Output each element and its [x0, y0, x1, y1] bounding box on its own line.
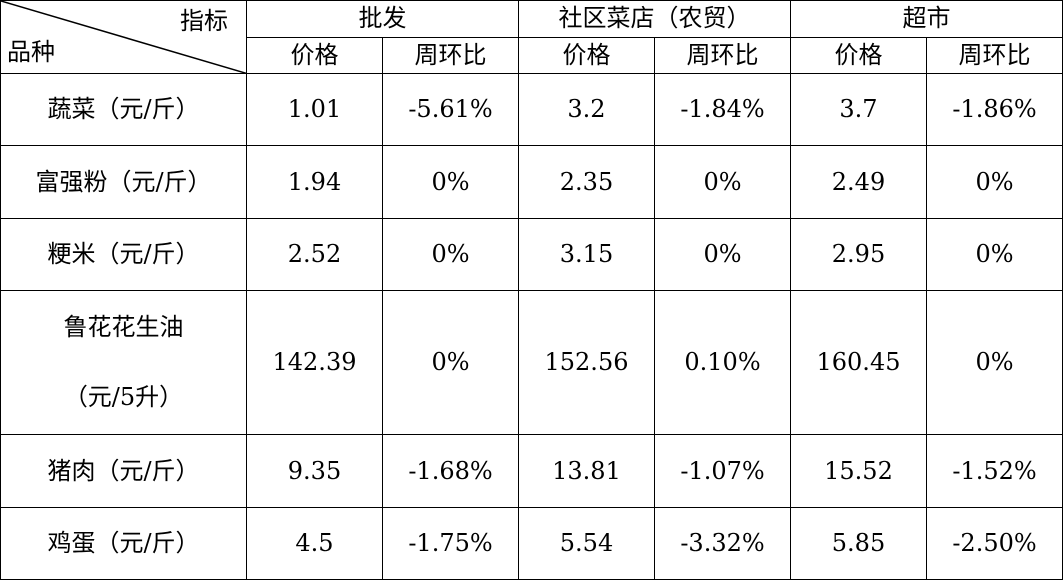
- table-cell: 160.45: [790, 289, 927, 436]
- table-row: 富强粉（元/斤） 1.94 0% 2.35 0% 2.49 0%: [0, 145, 1063, 219]
- table-row: 鲁花花生油 （元/5升） 142.39 0% 152.56 0.10% 160.…: [0, 289, 1063, 436]
- table-row: 鸡蛋（元/斤） 4.5 -1.75% 5.54 -3.32% 5.85 -2.5…: [0, 506, 1063, 581]
- group-header-community-store: 社区菜店（农贸）: [518, 0, 791, 38]
- header-row-subcolumns: 价格 周环比 价格 周环比 价格 周环比: [1, 36, 1063, 75]
- table-cell: 0%: [926, 145, 1063, 219]
- table-cell: 0%: [382, 145, 519, 219]
- table-cell: -1.84%: [654, 73, 791, 147]
- subheader-wow: 周环比: [654, 36, 791, 75]
- table-cell: 9.35: [246, 434, 383, 508]
- subheader-price: 价格: [246, 36, 383, 75]
- table-cell: -5.61%: [382, 73, 519, 147]
- table-cell: -1.52%: [926, 434, 1063, 508]
- subheader-wow: 周环比: [382, 36, 519, 75]
- subheader-price: 价格: [790, 36, 927, 75]
- table-cell: -3.32%: [654, 506, 791, 581]
- table-cell: 152.56: [518, 289, 655, 436]
- table-cell: 1.01: [246, 73, 383, 147]
- variety-name: 富强粉（元/斤）: [0, 145, 247, 219]
- table-cell: -1.75%: [382, 506, 519, 581]
- variety-name: 粳米（元/斤）: [0, 217, 247, 291]
- table-cell: 2.95: [790, 217, 927, 291]
- header-row-groups: 指标 品种 批发 社区菜店（农贸） 超市: [0, 0, 1063, 75]
- table-row: 蔬菜（元/斤） 1.01 -5.61% 3.2 -1.84% 3.7 -1.86…: [0, 73, 1063, 147]
- variety-name: 鸡蛋（元/斤）: [0, 506, 247, 581]
- variety-name: 猪肉（元/斤）: [0, 434, 247, 508]
- table-cell: 2.35: [518, 145, 655, 219]
- subheader-price: 价格: [518, 36, 655, 75]
- table-cell: 3.7: [790, 73, 927, 147]
- diagonal-line: [1, 1, 246, 74]
- table-cell: 0%: [382, 289, 519, 436]
- table-cell: -1.68%: [382, 434, 519, 508]
- table-cell: -2.50%: [926, 506, 1063, 581]
- variety-label: 品种: [7, 38, 55, 67]
- table-cell: 5.54: [518, 506, 655, 581]
- corner-header-cell: 指标 品种: [0, 0, 247, 75]
- table-row: 粳米（元/斤） 2.52 0% 3.15 0% 2.95 0%: [0, 217, 1063, 291]
- table-cell: 2.49: [790, 145, 927, 219]
- subheader-wow: 周环比: [926, 36, 1063, 75]
- variety-name-line1: 鲁花花生油: [63, 313, 184, 342]
- variety-name: 鲁花花生油 （元/5升）: [0, 289, 247, 436]
- table-cell: 0%: [654, 145, 791, 219]
- indicator-label: 指标: [180, 7, 228, 35]
- group-header-supermarket: 超市: [790, 0, 1063, 38]
- table-cell: 15.52: [790, 434, 927, 508]
- variety-name: 蔬菜（元/斤）: [0, 73, 247, 147]
- table-cell: 0%: [382, 217, 519, 291]
- table-cell: 0%: [926, 217, 1063, 291]
- table-cell: -1.86%: [926, 73, 1063, 147]
- table-cell: 13.81: [518, 434, 655, 508]
- group-header-wholesale: 批发: [246, 0, 519, 38]
- table-cell: 2.52: [246, 217, 383, 291]
- table-cell: 3.15: [518, 217, 655, 291]
- table-cell: 4.5: [246, 506, 383, 581]
- table-row: 猪肉（元/斤） 9.35 -1.68% 13.81 -1.07% 15.52 -…: [0, 434, 1063, 508]
- table-cell: 0%: [654, 217, 791, 291]
- table-cell: 5.85: [790, 506, 927, 581]
- table-cell: -1.07%: [654, 434, 791, 508]
- table-cell: 0%: [926, 289, 1063, 436]
- table-cell: 142.39: [246, 289, 383, 436]
- table-cell: 1.94: [246, 145, 383, 219]
- table-cell: 3.2: [518, 73, 655, 147]
- table-cell: 0.10%: [654, 289, 791, 436]
- variety-name-line2: （元/5升）: [63, 382, 184, 411]
